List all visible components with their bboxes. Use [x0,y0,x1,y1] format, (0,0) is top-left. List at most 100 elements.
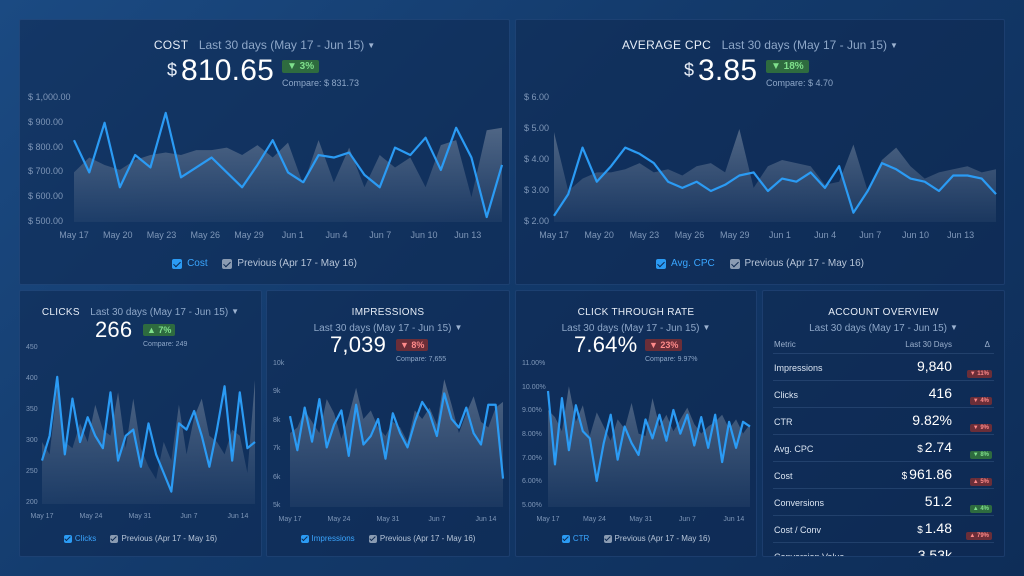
impressions-period-label: Last 30 days (May 17 - Jun 15) [313,323,452,334]
clicks-title: CLICKS [41,307,80,318]
checkbox-checked-icon [222,258,233,269]
impressions-widget: IMPRESSIONS Last 30 days (May 17 - Jun 1… [266,290,510,557]
x-tick-label: May 29 [719,230,750,240]
x-tick-label: May 23 [629,230,660,240]
current-series-line [546,390,751,483]
impressions-period-dropdown[interactable]: Last 30 days (May 17 - Jun 15) ▼ [314,323,463,334]
checkbox-checked-icon [300,534,309,543]
impressions-number: 7,039 [330,332,387,357]
cpc-header: AVERAGE CPC Last 30 days (May 17 - Jun 1… [516,36,1004,54]
y-tick-label: 400 [26,375,38,382]
row-value: $961.86 [902,466,952,482]
cpc-period-dropdown[interactable]: Last 30 days (May 17 - Jun 15) ▼ [722,38,898,52]
impressions-header: IMPRESSIONS [267,302,509,320]
legend-current-toggle[interactable]: Clicks [63,534,97,543]
y-tick-label: $ 800.00 [28,141,64,152]
row-number: 1.48 [924,520,952,536]
x-tick-label: Jun 7 [369,230,392,240]
y-tick-label: $ 900.00 [28,116,64,127]
x-tick-label: Jun 4 [325,230,348,240]
cost-widget: COST Last 30 days (May 17 - Jun 15) ▼ $81… [19,19,510,285]
ctr-number: 7.64% [574,332,638,357]
clicks-legend: Clicks Previous (Apr 17 - May 16) [20,534,261,545]
ctr-header: CLICK THROUGH RATE [516,302,756,320]
legend-previous-label: Previous (Apr 17 - May 16) [379,534,476,543]
y-tick-label: $ 1,000.00 [28,92,71,102]
legend-previous-label: Previous (Apr 17 - May 16) [237,258,357,269]
legend-current-toggle[interactable]: Cost [172,258,208,269]
ctr-chart: 11.00% 10.00% 9.00% 8.00% 7.00% 6.00% 5.00% May… [516,359,756,529]
y-tick-label: $ 4.00 [524,154,550,164]
account-period-row: Last 30 days (May 17 - Jun 15) ▼ [763,318,1004,336]
row-value: $2.74 [917,439,952,455]
legend-current-label: Clicks [74,534,97,543]
legend-current-toggle[interactable]: CTR [561,534,589,543]
checkbox-checked-icon [63,534,72,543]
ctr-compare: Compare: 9.97% [645,356,698,363]
row-number: 961.86 [909,466,952,482]
chevron-down-icon: ▼ [367,41,376,50]
account-period-dropdown[interactable]: Last 30 days (May 17 - Jun 15) ▼ [809,323,958,334]
account-overview-widget: ACCOUNT OVERVIEW Last 30 days (May 17 - … [762,290,1005,557]
x-tick-label: May 17 [536,516,560,523]
row-number: 9.82% [912,412,952,428]
ctr-change-badge: ▼ 23% [645,339,683,351]
cpc-number: 3.85 [698,54,758,87]
cpc-legend: Avg. CPC Previous (Apr 17 - May 16) [516,258,1004,272]
legend-current-toggle[interactable]: Impressions [300,534,355,543]
y-tick-label: 5k [273,502,281,509]
avg-cpc-widget: AVERAGE CPC Last 30 days (May 17 - Jun 1… [515,19,1005,285]
cpc-change-badge: ▼ 18% [766,60,809,73]
table-row: Cost / Conv $1.48 ▲ 79% [773,515,994,542]
y-tick-label: $ 5.00 [524,123,550,133]
y-tick-label: 9k [273,388,281,396]
row-currency: $ [917,444,923,455]
clicks-period-dropdown[interactable]: Last 30 days (May 17 - Jun 15) ▼ [90,307,239,318]
cpc-change-block: ▼ 18% Compare: $ 4.70 [766,56,833,88]
chevron-down-icon: ▼ [454,323,463,332]
legend-current-toggle[interactable]: Avg. CPC [655,258,715,269]
x-tick-label: May 20 [584,230,614,240]
impressions-compare: Compare: 7,655 [396,356,447,363]
delta-badge: ▼ 4% [969,397,992,405]
y-tick-label: $ 6.00 [524,92,550,102]
y-tick-label: 10.00% [522,383,546,391]
legend-previous-toggle[interactable]: Previous (Apr 17 - May 16) [729,258,864,269]
x-tick-label: Jun 14 [227,513,249,520]
chevron-down-icon: ▼ [890,41,898,50]
cpc-period-label: Last 30 days (May 17 - Jun 15) [721,38,888,52]
x-tick-label: Jun 1 [768,230,791,240]
y-tick-label: $ 500.00 [28,216,64,226]
row-number: 2.74 [924,439,952,455]
row-currency: $ [917,525,923,536]
impressions-change-badge: ▼ 8% [396,339,429,351]
x-tick-label: Jun 7 [428,516,446,523]
chart-plot [40,375,256,504]
row-delta: ▼ 8% [969,443,992,461]
legend-previous-toggle[interactable]: Previous (Apr 17 - May 16) [222,258,357,269]
delta-badge: ▲ 4% [969,505,992,513]
cost-header: COST Last 30 days (May 17 - Jun 15) ▼ [20,36,509,54]
table-row: Conversions 51.2 ▲ 4% [773,488,994,515]
cost-period-dropdown[interactable]: Last 30 days (May 17 - Jun 15) ▼ [199,38,375,52]
cost-chart: $ 1,000.00 $ 900.00 $ 800.00 $ 700.00 $ 600.… [20,90,509,250]
ctr-period-dropdown[interactable]: Last 30 days (May 17 - Jun 15) ▼ [562,323,711,334]
x-tick-label: May 17 [59,230,89,240]
y-tick-label: $ 3.00 [524,185,550,195]
account-table: Impressions 9,840 ▼ 11% Clicks 416 ▼ 4% CTR 9.8… [773,353,994,556]
ctr-change-block: ▼ 23% Compare: 9.97% [645,335,698,363]
x-tick-label: May 17 [539,230,569,240]
ctr-period-row: Last 30 days (May 17 - Jun 15) ▼ [516,318,756,336]
row-metric: Impressions [774,363,823,373]
x-tick-label: May 26 [190,230,221,240]
x-tick-label: Jun 10 [901,230,929,240]
legend-previous-toggle[interactable]: Previous (Apr 17 - May 16) [603,534,710,543]
row-delta: ▼ 9% [969,416,992,434]
x-tick-label: May 26 [674,230,705,240]
table-row: Impressions 9,840 ▼ 11% [773,353,994,380]
legend-previous-toggle[interactable]: Previous (Apr 17 - May 16) [110,534,217,543]
clicks-change-badge: ▲ 7% [143,324,176,336]
x-tick-label: May 29 [234,230,264,240]
legend-previous-toggle[interactable]: Previous (Apr 17 - May 16) [368,534,476,543]
cpc-chart: $ 6.00 $ 5.00 $ 4.00 $ 3.00 $ 2.00 May 17 May … [516,90,1004,250]
